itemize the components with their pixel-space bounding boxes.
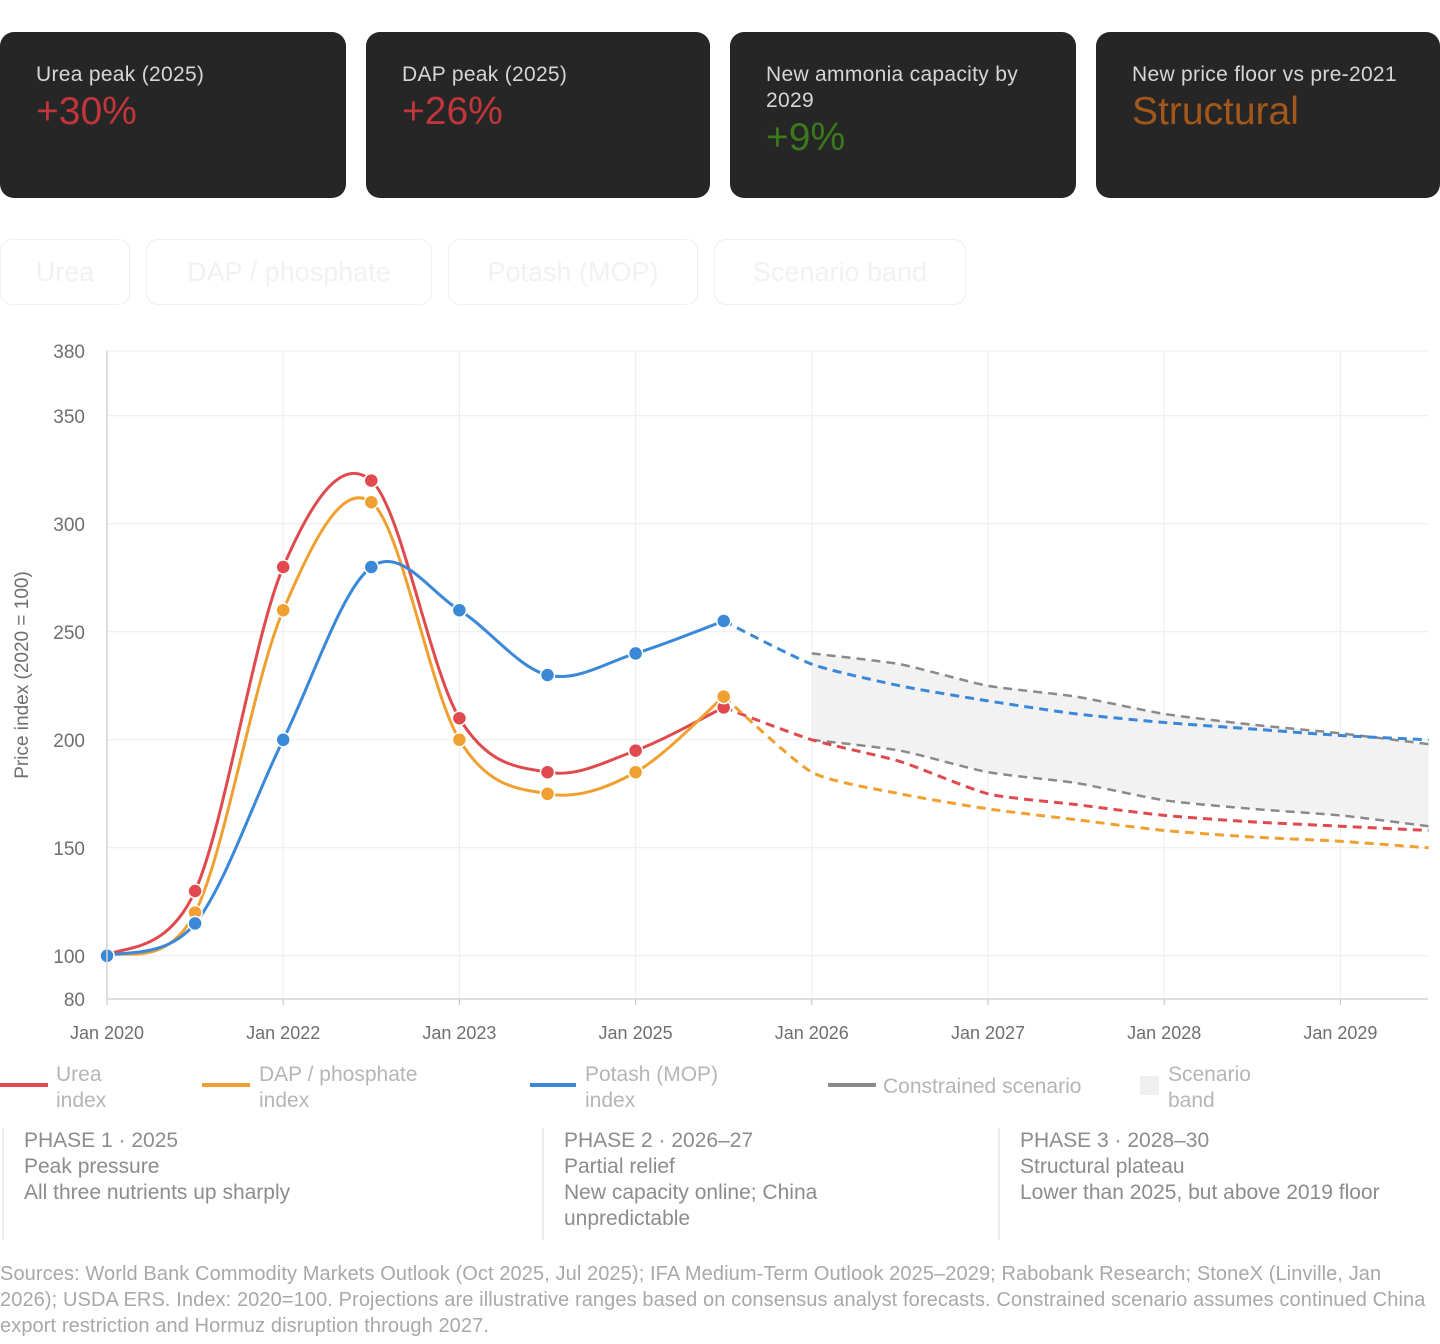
legend-swatch-constrained [828,1083,876,1087]
legend-swatch-dap [202,1083,250,1087]
x-tick-label: Jan 2027 [951,1023,1025,1043]
urea-actual-line [106,472,725,958]
phase-subtitle: Partial relief [564,1155,675,1178]
stat-value: +30% [36,90,137,133]
phase-2: PHASE 2 · 2026–27 Partial relief New cap… [542,1128,852,1240]
legend-label: Urea index [56,1063,107,1112]
potash-data-point [539,667,556,683]
phase-detail: All three nutrients up sharply [24,1181,291,1204]
series-points [99,472,732,964]
potash-data-point [451,602,468,618]
stat-card-price-floor: New price floor vs pre-2021 Structural [1096,32,1440,198]
stat-value: +26% [402,90,503,133]
stat-label: Urea peak (2025) [36,63,205,86]
y-tick-label: 350 [53,407,85,428]
urea-data-point [451,710,468,726]
sources-note: Sources: World Bank Commodity Markets Ou… [0,1263,1426,1337]
legend-label: DAP / phosphate index [259,1063,418,1112]
y-tick-label: 80 [64,990,85,1011]
x-tick-label: Jan 2028 [1127,1023,1201,1043]
phase-notes: PHASE 1 · 2025 Peak pressure All three n… [0,1128,1440,1240]
stat-label: New ammonia capacity by 2029 [766,63,1018,112]
x-tick-label: Jan 2023 [422,1023,496,1043]
y-tick-label: 250 [53,623,85,644]
stat-card-urea-peak: Urea peak (2025) +30% [0,32,346,198]
constrained-upper-line [811,652,1429,746]
legend-label: Constrained scenario [883,1075,1082,1098]
y-axis-label: Price index (2020 = 100) [12,571,33,779]
x-tick-label: Jan 2022 [246,1023,320,1043]
y-tick-label: 150 [53,839,85,860]
legend-dap[interactable]: DAP / phosphate index [202,1062,502,1114]
toggle-scenario-band[interactable]: Scenario band [714,239,966,305]
stat-label: DAP peak (2025) [402,63,568,86]
legend-urea[interactable]: Urea index [0,1062,190,1114]
scenario-band-area [811,653,1429,827]
urea-data-point [539,764,556,780]
stat-card-dap-peak: DAP peak (2025) +26% [366,32,710,198]
potash-data-point [363,559,380,575]
toggle-potash[interactable]: Potash (MOP) [448,239,698,305]
legend-scenario-band[interactable]: Scenario band [1140,1062,1300,1114]
potash-projection-line [723,619,1429,742]
y-tick-label: 100 [53,947,85,968]
dap-data-point [363,494,380,510]
series-toggles: Urea DAP / phosphate Potash (MOP) Scenar… [0,239,1440,307]
legend-swatch-urea [0,1083,48,1087]
phase-1: PHASE 1 · 2025 Peak pressure All three n… [2,1128,522,1240]
potash-actual-line [106,559,725,958]
dap-data-point [627,764,644,780]
x-tick-label: Jan 2029 [1303,1023,1377,1043]
potash-data-point [187,915,203,932]
stat-card-ammonia-capacity: New ammonia capacity by 2029 +9% [730,32,1076,198]
phase-3: PHASE 3 · 2028–30 Structural plateau Low… [998,1128,1438,1240]
urea-data-point [187,883,203,899]
series-lines [106,472,1429,958]
legend-swatch-band [1140,1076,1159,1095]
dap-data-point [275,602,291,618]
phase-subtitle: Structural plateau [1020,1155,1185,1178]
legend-potash[interactable]: Potash (MOP) index [530,1062,810,1114]
stat-label: New price floor vs pre-2021 [1132,63,1397,86]
dap-data-point [715,688,732,705]
dap-data-point [539,786,556,802]
price-index-chart: 80 100 150 200 250 300 350 380 Jan 2020 Jan 2022 J… [12,342,1429,1043]
phase-subtitle: Peak pressure [24,1155,160,1178]
potash-data-point [275,732,291,748]
urea-projection-line [723,705,1429,832]
potash-data-point [715,613,732,629]
constrained-lower-line [811,738,1429,828]
dap-actual-line [106,496,725,958]
phase-title: PHASE 2 · 2026–27 [564,1129,754,1152]
stat-value: Structural [1132,90,1299,133]
urea-data-point [275,559,291,575]
legend-label: Scenario band [1168,1063,1251,1112]
urea-data-point [627,742,644,759]
legend-constrained[interactable]: Constrained scenario [828,1062,1118,1114]
phase-detail: Lower than 2025, but above 2019 floor [1020,1181,1380,1204]
y-tick-label: 200 [53,731,85,752]
toggle-dap[interactable]: DAP / phosphate [146,239,432,305]
phase-title: PHASE 1 · 2025 [24,1129,179,1152]
stat-cards: Urea peak (2025) +30% DAP peak (2025) +2… [0,32,1440,198]
chart-grid [106,350,1428,1000]
legend-swatch-potash [530,1083,576,1087]
scenario-band [811,653,1429,827]
x-tick-label: Jan 2025 [599,1023,673,1043]
phase-title: PHASE 3 · 2028–30 [1020,1129,1210,1152]
y-tick-label: 300 [53,515,85,536]
stat-value: +9% [766,116,846,159]
urea-data-point [363,472,380,489]
chart-axes: 80 100 150 200 250 300 350 380 Jan 2020 Jan 2022 J… [53,342,1428,1043]
toggle-urea[interactable]: Urea [0,239,130,305]
potash-data-point [627,645,644,662]
x-tick-label: Jan 2026 [775,1023,849,1043]
y-tick-label: 380 [53,342,85,363]
chart-legend: Urea index DAP / phosphate index Potash … [0,1062,1440,1118]
legend-label: Potash (MOP) index [585,1063,719,1112]
x-tick-label: Jan 2020 [70,1023,144,1043]
constrained-scenario-lines [811,652,1429,828]
dap-data-point [451,732,468,748]
phase-detail: New capacity online; China unpredictable [564,1181,818,1230]
